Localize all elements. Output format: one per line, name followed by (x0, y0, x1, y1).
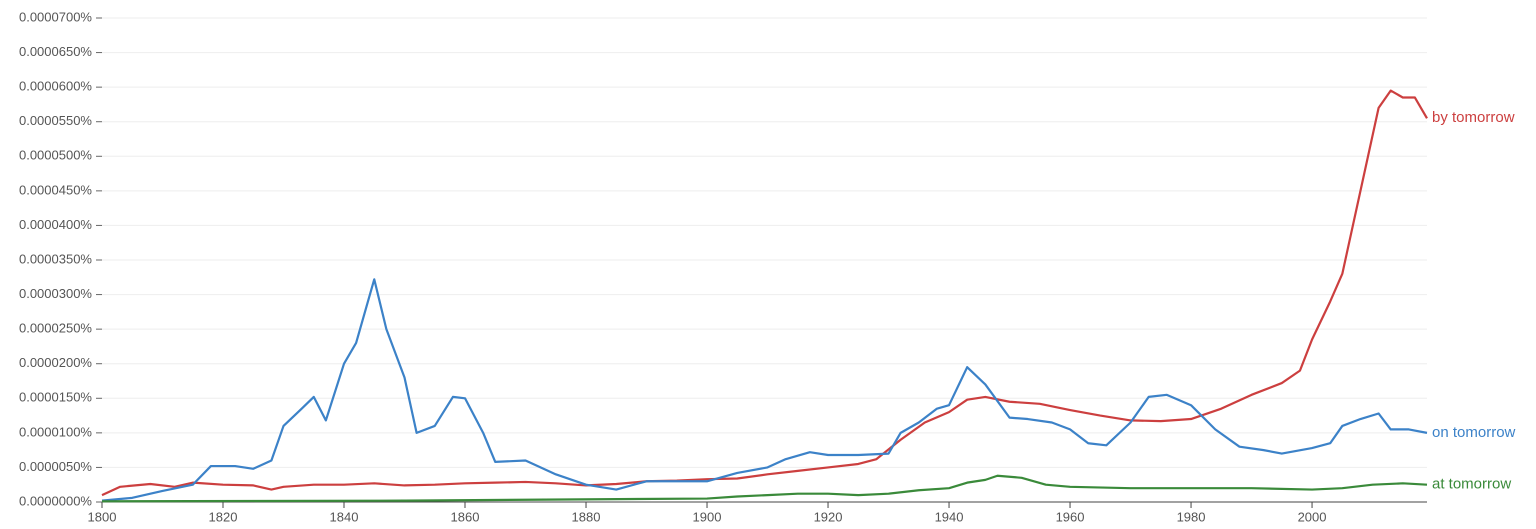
y-tick-label: 0.0000400% (19, 217, 92, 232)
x-tick-label: 1900 (693, 509, 722, 524)
x-tick-label: 1940 (935, 509, 964, 524)
y-tick-label: 0.0000650% (19, 44, 92, 59)
x-tick-label: 1840 (330, 509, 359, 524)
y-tick-label: 0.0000150% (19, 390, 92, 405)
y-tick-label: 0.0000050% (19, 459, 92, 474)
y-tick-label: 0.0000100% (19, 424, 92, 439)
y-tick-label: 0.0000350% (19, 251, 92, 266)
y-tick-label: 0.0000700% (19, 9, 92, 24)
x-tick-label: 2000 (1298, 509, 1327, 524)
series-label: on tomorrow (1432, 424, 1516, 441)
x-tick-label: 1820 (209, 509, 238, 524)
y-tick-label: 0.0000500% (19, 148, 92, 163)
y-tick-label: 0.0000550% (19, 113, 92, 128)
x-tick-label: 1980 (1177, 509, 1206, 524)
x-tick-label: 1860 (451, 509, 480, 524)
y-tick-label: 0.0000600% (19, 79, 92, 94)
x-tick-label: 1920 (814, 509, 843, 524)
series-line (101, 278, 1428, 502)
y-tick-label: 0.0000200% (19, 355, 92, 370)
y-tick-label: 0.0000450% (19, 182, 92, 197)
y-tick-label: 0.0000250% (19, 321, 92, 336)
x-tick-label: 1960 (1056, 509, 1085, 524)
y-tick-label: 0.0000000% (19, 493, 92, 508)
x-tick-label: 1880 (572, 509, 601, 524)
series-line (101, 89, 1428, 497)
y-tick-label: 0.0000300% (19, 286, 92, 301)
series-label: at tomorrow (1432, 476, 1511, 493)
series-line (101, 474, 1428, 503)
series-label: by tomorrow (1432, 109, 1515, 126)
x-tick-label: 1800 (88, 509, 117, 524)
